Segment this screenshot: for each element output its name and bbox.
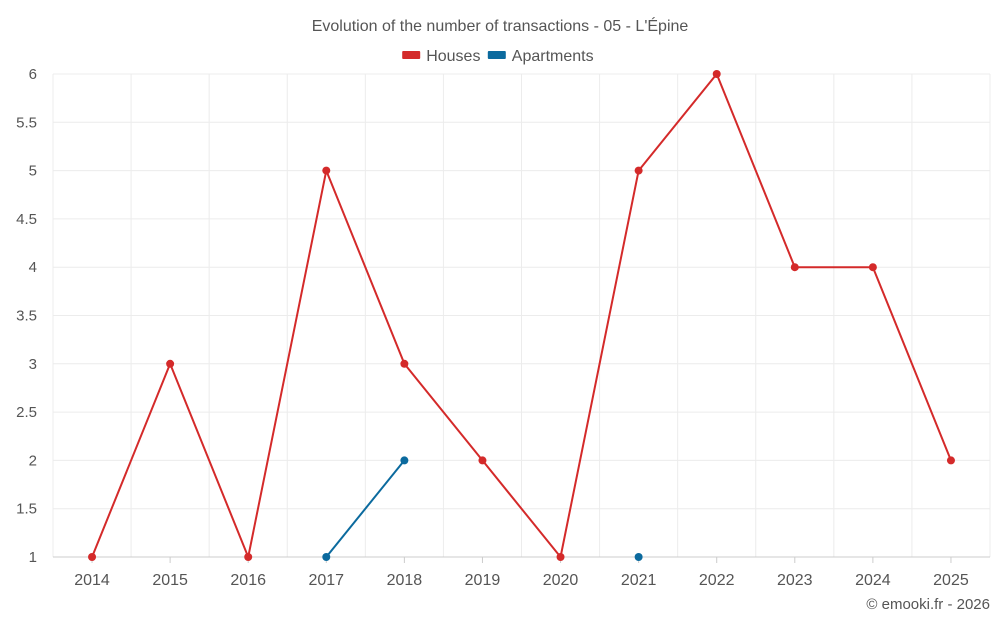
series-line-houses xyxy=(91,73,952,558)
data-point-houses[interactable] xyxy=(946,456,955,465)
y-tick-label: 4 xyxy=(29,259,37,276)
legend: Houses Apartments xyxy=(402,48,594,65)
x-tick-label: 2020 xyxy=(543,572,579,589)
y-tick-label: 1.5 xyxy=(16,501,37,518)
data-point-houses[interactable] xyxy=(88,553,97,561)
x-tick-label: 2018 xyxy=(387,572,423,589)
y-axis-ticks: 1 1.5 2 2.5 3 3.5 4 4.5 5 5.5 6 xyxy=(16,66,37,566)
x-tick-label: 2022 xyxy=(699,572,735,589)
x-tick-label: 2017 xyxy=(308,572,344,589)
y-tick-label: 3.5 xyxy=(16,308,37,325)
data-point-houses[interactable] xyxy=(478,456,487,465)
legend-label-houses: Houses xyxy=(426,48,480,65)
series-apartments xyxy=(322,456,643,561)
data-point-houses[interactable] xyxy=(634,166,643,175)
series-group xyxy=(88,70,955,561)
x-tick-label: 2019 xyxy=(465,572,501,589)
x-tick-label: 2025 xyxy=(933,572,969,589)
data-point-houses[interactable] xyxy=(556,553,565,561)
gridlines xyxy=(52,73,991,558)
y-tick-label: 1 xyxy=(29,549,37,566)
y-tick-label: 5.5 xyxy=(16,114,37,131)
data-point-houses[interactable] xyxy=(868,263,877,272)
x-axis-ticks: 2014 2015 2016 2017 2018 2019 2020 2021 2022 2023… xyxy=(74,557,969,589)
legend-label-apartments: Apartments xyxy=(512,48,594,65)
data-point-houses[interactable] xyxy=(712,70,721,78)
data-point-houses[interactable] xyxy=(790,263,799,272)
legend-swatch-houses xyxy=(402,51,421,59)
credit-text: © emooki.fr - 2026 xyxy=(866,596,990,613)
x-tick-label: 2015 xyxy=(152,572,188,589)
x-tick-label: 2014 xyxy=(74,572,110,589)
data-point-houses[interactable] xyxy=(400,359,409,368)
data-point-apartments[interactable] xyxy=(400,456,409,465)
data-point-houses[interactable] xyxy=(244,553,253,561)
series-houses xyxy=(88,70,955,561)
x-tick-label: 2023 xyxy=(777,572,813,589)
y-tick-label: 2 xyxy=(29,452,37,469)
x-tick-label: 2021 xyxy=(621,572,657,589)
chart-title: Evolution of the number of transactions … xyxy=(312,16,689,35)
y-tick-label: 6 xyxy=(29,66,37,83)
y-tick-label: 2.5 xyxy=(16,404,37,421)
y-tick-label: 5 xyxy=(29,163,37,180)
x-tick-label: 2016 xyxy=(230,572,266,589)
x-tick-label: 2024 xyxy=(855,572,891,589)
legend-swatch-apartments xyxy=(487,51,506,59)
data-point-houses[interactable] xyxy=(166,359,175,368)
data-point-apartments[interactable] xyxy=(634,553,643,561)
legend-item-houses[interactable]: Houses xyxy=(402,48,480,65)
data-point-houses[interactable] xyxy=(322,166,331,175)
y-tick-label: 4.5 xyxy=(16,211,37,228)
y-tick-label: 3 xyxy=(29,356,37,373)
legend-item-apartments[interactable]: Apartments xyxy=(487,48,594,65)
data-point-apartments[interactable] xyxy=(322,553,331,561)
series-line-apartments xyxy=(325,459,406,558)
